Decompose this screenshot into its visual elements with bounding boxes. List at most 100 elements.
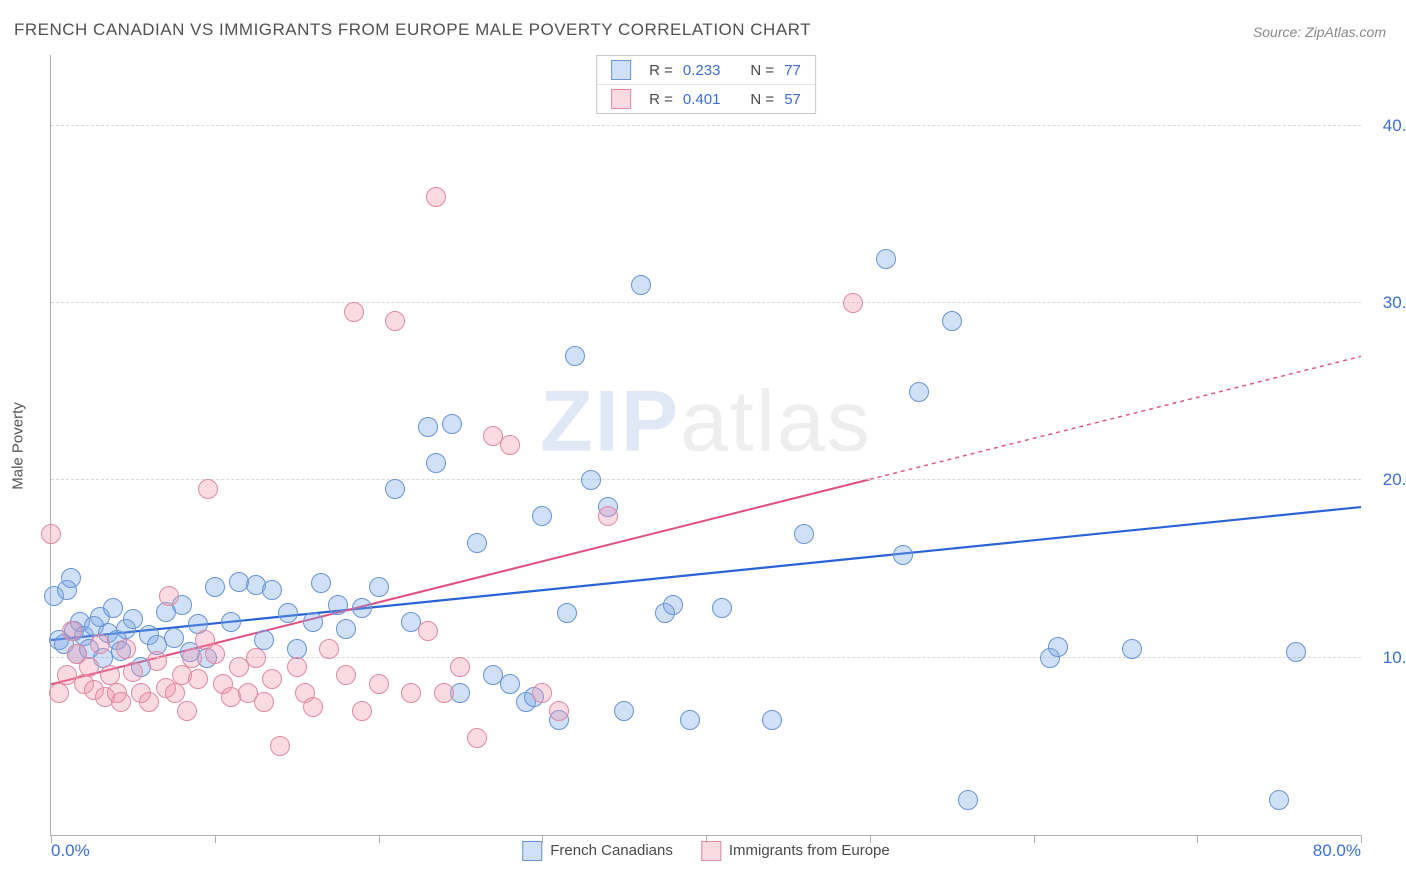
point-series1 (893, 545, 913, 565)
point-series2 (123, 662, 143, 682)
point-series2 (254, 692, 274, 712)
gridline-h (51, 479, 1361, 480)
series1-swatch (522, 841, 542, 861)
point-series2 (401, 683, 421, 703)
point-series1 (581, 470, 601, 490)
point-series2 (500, 435, 520, 455)
point-series2 (319, 639, 339, 659)
point-series1 (328, 595, 348, 615)
point-series2 (450, 657, 470, 677)
x-tick-label: 0.0% (51, 841, 90, 861)
trendline-extrapolated (870, 356, 1361, 479)
point-series2 (352, 701, 372, 721)
point-series2 (532, 683, 552, 703)
point-series1 (369, 577, 389, 597)
point-series2 (418, 621, 438, 641)
point-series1 (942, 311, 962, 331)
series1-swatch (611, 60, 631, 80)
point-series1 (164, 628, 184, 648)
y-axis-label: Male Poverty (10, 402, 27, 490)
point-series1 (680, 710, 700, 730)
point-series1 (418, 417, 438, 437)
point-series1 (958, 790, 978, 810)
point-series1 (385, 479, 405, 499)
y-tick-label: 40.0% (1371, 116, 1406, 136)
legend-item-series2: Immigrants from Europe (701, 841, 890, 861)
legend-item-series1: French Canadians (522, 841, 673, 861)
point-series2 (303, 697, 323, 717)
point-series2 (62, 621, 82, 641)
stats-row-series1: R = 0.233 N = 77 (597, 56, 815, 84)
point-series1 (500, 674, 520, 694)
point-series2 (369, 674, 389, 694)
r-label: R = (649, 62, 673, 79)
point-series2 (598, 506, 618, 526)
point-series2 (385, 311, 405, 331)
point-series1 (532, 506, 552, 526)
watermark-bold: ZIP (540, 373, 680, 469)
x-tick (870, 835, 871, 843)
point-series1 (1286, 642, 1306, 662)
point-series2 (198, 479, 218, 499)
point-series2 (426, 187, 446, 207)
point-series2 (205, 644, 225, 664)
point-series1 (663, 595, 683, 615)
point-series2 (270, 736, 290, 756)
point-series1 (794, 524, 814, 544)
point-series2 (467, 728, 487, 748)
source-attribution: Source: ZipAtlas.com (1253, 24, 1386, 40)
n-label: N = (750, 62, 774, 79)
point-series1 (762, 710, 782, 730)
x-tick (542, 835, 543, 843)
point-series2 (287, 657, 307, 677)
x-tick (215, 835, 216, 843)
point-series2 (188, 669, 208, 689)
series1-r-value: 0.233 (683, 62, 721, 79)
series2-legend-label: Immigrants from Europe (729, 842, 890, 859)
x-tick (706, 835, 707, 843)
point-series2 (116, 639, 136, 659)
point-series1 (1122, 639, 1142, 659)
point-series2 (843, 293, 863, 313)
correlation-stats-box: R = 0.233 N = 77 R = 0.401 N = 57 (596, 55, 816, 114)
watermark-rest: atlas (680, 373, 872, 469)
y-tick-label: 20.0% (1371, 470, 1406, 490)
x-tick-label: 80.0% (1313, 841, 1361, 861)
point-series1 (352, 598, 372, 618)
point-series1 (61, 568, 81, 588)
point-series1 (311, 573, 331, 593)
point-series2 (139, 692, 159, 712)
x-tick (1034, 835, 1035, 843)
trendline (51, 507, 1361, 640)
x-tick (1361, 835, 1362, 843)
y-tick-label: 30.0% (1371, 293, 1406, 313)
point-series1 (557, 603, 577, 623)
point-series1 (565, 346, 585, 366)
point-series2 (344, 302, 364, 322)
point-series2 (41, 524, 61, 544)
r-label: R = (649, 91, 673, 108)
series2-swatch (611, 89, 631, 109)
point-series1 (278, 603, 298, 623)
point-series1 (631, 275, 651, 295)
series-legend: French Canadians Immigrants from Europe (522, 841, 889, 861)
point-series2 (165, 683, 185, 703)
point-series2 (90, 634, 110, 654)
series2-swatch (701, 841, 721, 861)
point-series1 (221, 612, 241, 632)
n-label: N = (750, 91, 774, 108)
point-series1 (426, 453, 446, 473)
point-series1 (876, 249, 896, 269)
point-series2 (434, 683, 454, 703)
point-series2 (336, 665, 356, 685)
point-series1 (1048, 637, 1068, 657)
point-series1 (909, 382, 929, 402)
point-series1 (614, 701, 634, 721)
series2-r-value: 0.401 (683, 91, 721, 108)
series2-n-value: 57 (784, 91, 801, 108)
point-series2 (182, 648, 202, 668)
point-series2 (111, 692, 131, 712)
point-series1 (1269, 790, 1289, 810)
point-series2 (79, 657, 99, 677)
point-series2 (147, 651, 167, 671)
